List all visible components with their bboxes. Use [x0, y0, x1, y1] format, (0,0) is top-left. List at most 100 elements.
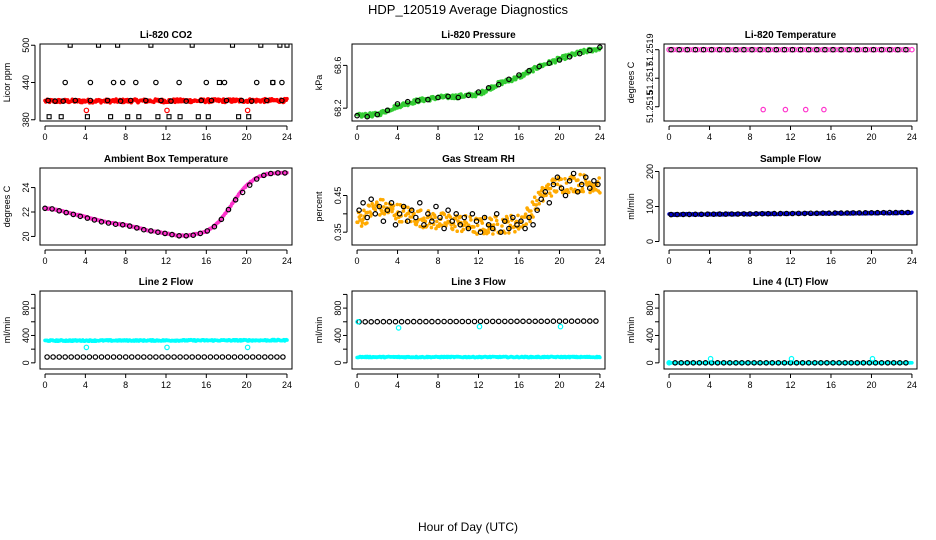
data-point — [489, 225, 496, 232]
data-point — [818, 359, 824, 366]
data-point — [70, 211, 77, 218]
data-point — [155, 114, 161, 120]
data-point — [249, 354, 256, 360]
plot-frame — [351, 43, 606, 122]
data-point — [802, 106, 809, 113]
data-point — [260, 172, 267, 179]
data-point — [360, 220, 365, 225]
series-4 — [83, 107, 251, 114]
data-point — [822, 46, 828, 53]
data-point — [777, 210, 784, 217]
data-point — [44, 354, 50, 360]
data-point — [529, 209, 533, 213]
series-1 — [356, 170, 601, 236]
data-point — [369, 212, 374, 216]
panel-5: Sample Flow 0 4 8 12 16 20 24 0 100 200 ml/min — [626, 154, 918, 266]
data-point — [190, 232, 197, 239]
data-point — [412, 214, 419, 221]
plot-area — [355, 318, 602, 360]
data-point — [563, 177, 567, 181]
data-point — [441, 318, 447, 325]
data-point — [846, 46, 853, 53]
plot-area — [43, 337, 289, 360]
data-point — [394, 216, 398, 221]
data-point — [117, 98, 124, 104]
data-point — [457, 222, 464, 228]
data-point — [886, 46, 893, 53]
data-point — [555, 182, 560, 187]
data-point — [91, 217, 98, 223]
y-tick-label: 800 — [333, 301, 343, 316]
data-point — [80, 354, 87, 360]
data-point — [435, 318, 441, 325]
data-point — [582, 174, 589, 181]
x-tick-label: 20 — [554, 256, 564, 266]
data-point — [473, 218, 480, 225]
data-point — [435, 219, 439, 224]
data-point — [510, 214, 516, 221]
data-point — [236, 114, 242, 120]
data-point — [461, 227, 466, 232]
data-point — [757, 359, 763, 366]
data-point — [548, 191, 552, 195]
data-point — [148, 44, 154, 48]
data-point — [506, 225, 512, 232]
y-tick-label: 800 — [645, 301, 655, 316]
data-point — [483, 318, 490, 325]
data-point — [153, 79, 159, 86]
x-tick-label: 12 — [161, 256, 171, 266]
data-point — [449, 218, 456, 225]
data-point — [239, 189, 246, 196]
y-axis-label: degrees C — [2, 185, 12, 227]
data-point — [868, 210, 875, 216]
x-tick-label: 8 — [748, 380, 753, 390]
data-point — [870, 46, 877, 53]
x-tick-label: 0 — [355, 132, 360, 142]
data-point — [398, 318, 405, 325]
data-point — [741, 211, 747, 217]
data-point — [58, 114, 64, 120]
data-point — [769, 359, 776, 366]
series-1 — [668, 46, 909, 53]
plot-area — [43, 44, 290, 120]
data-point — [580, 186, 585, 191]
data-point — [442, 212, 447, 217]
data-point — [162, 230, 168, 237]
y-axis-label: ml/min — [2, 317, 12, 344]
data-point — [437, 214, 443, 221]
data-point — [395, 325, 402, 331]
data-point — [878, 46, 885, 53]
data-point — [508, 318, 514, 325]
data-point — [684, 46, 691, 53]
data-point — [862, 210, 869, 216]
data-point — [544, 318, 551, 325]
data-point — [898, 209, 905, 216]
x-tick-label: 12 — [785, 380, 795, 390]
data-point — [282, 170, 288, 176]
data-point — [280, 354, 286, 360]
data-point — [572, 176, 576, 180]
data-point — [598, 191, 602, 195]
data-point — [884, 359, 891, 366]
data-point — [362, 318, 369, 325]
data-point — [495, 222, 500, 226]
data-point — [229, 44, 236, 48]
data-point — [710, 211, 717, 218]
y-tick-label: 0 — [333, 360, 343, 365]
plot-area — [666, 355, 914, 366]
data-point — [394, 101, 401, 107]
data-point — [133, 79, 139, 86]
data-point — [183, 354, 190, 360]
data-point — [360, 200, 366, 206]
data-point — [104, 354, 111, 360]
panel-6: Line 2 Flow 0 4 8 12 16 20 24 0 400 800 ml/min — [2, 277, 293, 390]
x-tick-label: 24 — [907, 132, 917, 142]
data-point — [562, 318, 569, 325]
y-tick-label: 0 — [645, 360, 655, 365]
data-point — [880, 209, 887, 216]
data-point — [441, 225, 447, 232]
series-0 — [355, 46, 602, 119]
data-point — [126, 223, 133, 229]
data-point — [869, 355, 876, 362]
